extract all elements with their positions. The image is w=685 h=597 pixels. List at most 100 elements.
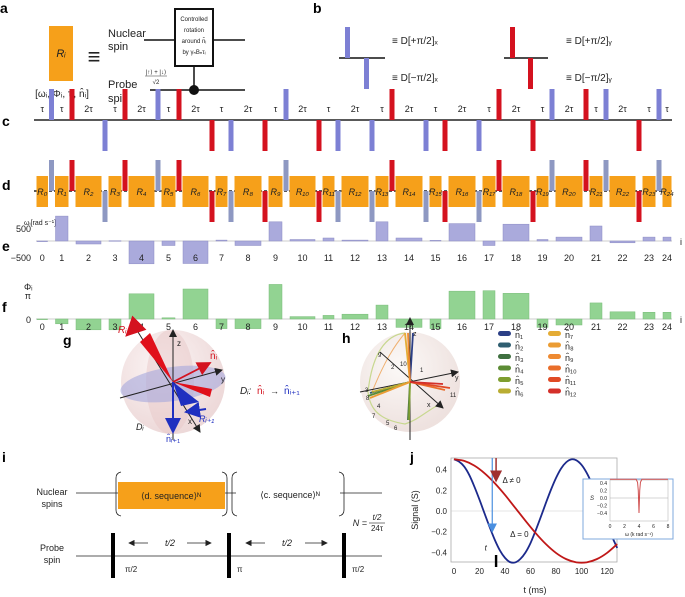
trajectory-path-orange [371, 332, 406, 393]
bar-index-label: 15 [430, 322, 440, 332]
inset-y-tick: 0.4 [600, 481, 607, 487]
rotation-block-label: R₁₃ [376, 187, 389, 197]
phi-tick-zero: 0 [26, 315, 31, 325]
x-tick-label: 0 [452, 567, 457, 576]
rotation-block-21 [589, 176, 603, 207]
bar-1 [55, 215, 69, 242]
inset-xlabel: ω (k rad s⁻¹) [625, 532, 653, 538]
bar-index-label: 17 [484, 322, 494, 332]
gap-label: 2τ [405, 104, 414, 114]
gap-label: τ [434, 104, 438, 114]
gap-label: τ [327, 104, 331, 114]
phi-tick-pi: π [25, 291, 31, 301]
block-params: [ωᵢ, Φᵢ, τᵢ, n̂ᵢ] [35, 86, 89, 100]
pulse-red-down [530, 191, 536, 222]
bar-index-label: 0 [40, 322, 45, 332]
bar-index-label: 15 [430, 253, 440, 263]
panel-h: h z y x n̂₁n̂₂ n̂₃n̂₄ n̂₅n̂₆ n̂₇n̂₈ n̂₉n̂₁₀ n… [342, 317, 577, 440]
legend-swatch-n10 [548, 365, 561, 371]
rotation-cone-red-lower [173, 382, 212, 397]
bar-4 [128, 240, 155, 265]
rotation-block-label: R₁ [57, 187, 66, 197]
legend-swatch-n5 [498, 377, 511, 382]
legend-label-n11: n̂₁₁ [565, 376, 576, 386]
pulse-blue-down [102, 120, 108, 151]
rotation-block-12 [341, 176, 369, 207]
inset-x-tick: 8 [667, 524, 670, 530]
n-next-label: n̂ᵢ₊₁ [166, 434, 180, 444]
legend-label-n6: n̂₆ [515, 387, 524, 397]
rotation-block-8 [234, 176, 262, 207]
gate-text-4: by γₙBₙτᵢ [182, 50, 205, 56]
rotation-block-0 [36, 176, 48, 207]
pulse-red-up [496, 89, 502, 120]
pulse-red-up [496, 160, 502, 191]
h-y-label: y [455, 375, 459, 382]
pulse-red-down [209, 120, 215, 151]
bar-index-label: 11 [324, 253, 333, 263]
bar-index-label: 13 [377, 322, 387, 332]
bar-15 [429, 240, 442, 242]
gap-label: τ [487, 104, 491, 114]
bar-index-label: 23 [644, 322, 654, 332]
path-number: 9 [378, 353, 382, 359]
bar-13 [375, 304, 389, 320]
gap-label: τ [60, 104, 64, 114]
pulse-pi [227, 533, 231, 578]
legend-swatch-n11 [548, 377, 561, 382]
R-i-arrow-icon [125, 315, 147, 337]
bar-12 [341, 313, 369, 320]
x-tick-label: 60 [526, 567, 535, 576]
bar-20 [555, 318, 583, 326]
path-number: 1 [420, 368, 424, 374]
gap-label: τ [220, 104, 224, 114]
rotation-cone-blue [173, 382, 199, 406]
gap-label: τ [40, 104, 44, 114]
inset-x-tick: 2 [623, 524, 626, 530]
pulse-red-down [442, 191, 448, 222]
pulse-red-down [262, 191, 268, 222]
pulse-blue-down [476, 191, 482, 222]
gap-label: 2τ [565, 104, 574, 114]
bar-24 [662, 312, 672, 320]
map-from-label: n̂ᵢ [257, 383, 265, 397]
y-tick-label: 0.0 [436, 507, 448, 516]
bar-15 [429, 318, 442, 329]
delta-nonzero-label: Δ ≠ 0 [502, 476, 521, 485]
gap-label: τ [541, 104, 545, 114]
bar-index-label: 22 [617, 253, 627, 263]
pulse-blue-down [335, 191, 341, 222]
rotation-block-2 [75, 176, 102, 207]
gap-label: 2τ [298, 104, 307, 114]
c-sequence-block [236, 480, 340, 510]
pulse-pi-half-2 [342, 533, 346, 578]
bracket-close-d [221, 471, 228, 517]
bar-index-label: 6 [193, 253, 198, 263]
path-number: 5 [386, 421, 390, 427]
equivalence-symbol: ≡ [88, 44, 101, 69]
nuclear-spins-label-1: Nuclear [36, 487, 67, 497]
pulse-blue-up [603, 89, 609, 120]
n-vector-12 [409, 381, 444, 385]
pulse-red-up [389, 160, 395, 191]
bar-index-label: 6 [193, 322, 198, 332]
legend-swatch-n12 [548, 388, 561, 394]
bar-index-label: 5 [166, 253, 171, 263]
bar-8 [234, 240, 262, 246]
bar-18 [502, 293, 530, 320]
pulse-blue-down [102, 191, 108, 222]
rotation-block-label: R₇ [217, 187, 227, 197]
pulse-red-down [636, 120, 642, 151]
gap-label: 2τ [618, 104, 627, 114]
bar-17 [482, 290, 496, 320]
probe-state-denominator: √2 [153, 79, 160, 86]
phi-index-label: i [680, 315, 682, 325]
inset-ylabel: S [590, 496, 594, 502]
bar-12 [341, 239, 369, 242]
legend-swatch-n6 [498, 388, 511, 394]
pulse-blue-down [369, 120, 375, 151]
rotation-block-label: R₁₄ [403, 187, 416, 197]
rotation-block-14 [395, 176, 423, 207]
d-sequence-block [118, 482, 225, 509]
panel-f: f Φᵢ π 0 i 0 1 2 3 4 5 6 7 8 9 10 11 12 13 14 15 16 17 18 1… [2, 282, 682, 332]
